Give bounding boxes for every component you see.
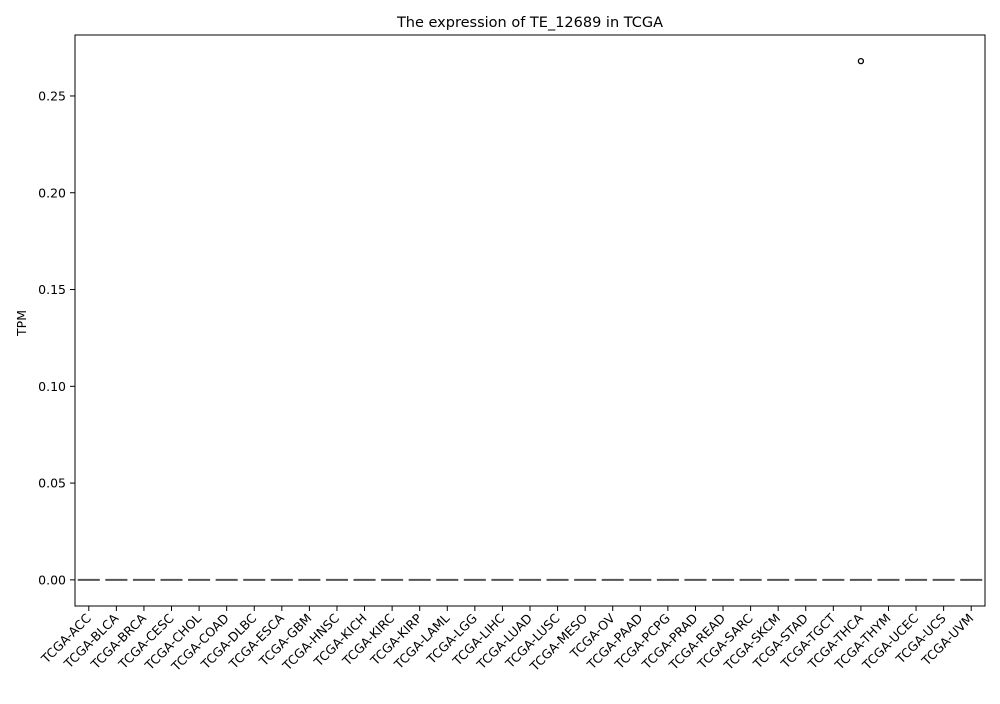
y-tick-label: 0.20: [38, 185, 66, 200]
plot-area: 0.000.050.100.150.200.25TCGA-ACCTCGA-BLC…: [38, 57, 983, 675]
plot-frame: [74, 34, 986, 607]
y-tick-label: 0.25: [38, 88, 66, 103]
y-tick-label: 0.00: [38, 572, 66, 587]
y-tick-label: 0.10: [38, 379, 66, 394]
chart-title: The expression of TE_12689 in TCGA: [396, 15, 663, 31]
y-tick-label: 0.15: [38, 282, 66, 297]
y-tick-label: 0.05: [38, 476, 66, 491]
outlier-point: [857, 57, 865, 65]
y-axis-label: TPM: [14, 310, 29, 337]
